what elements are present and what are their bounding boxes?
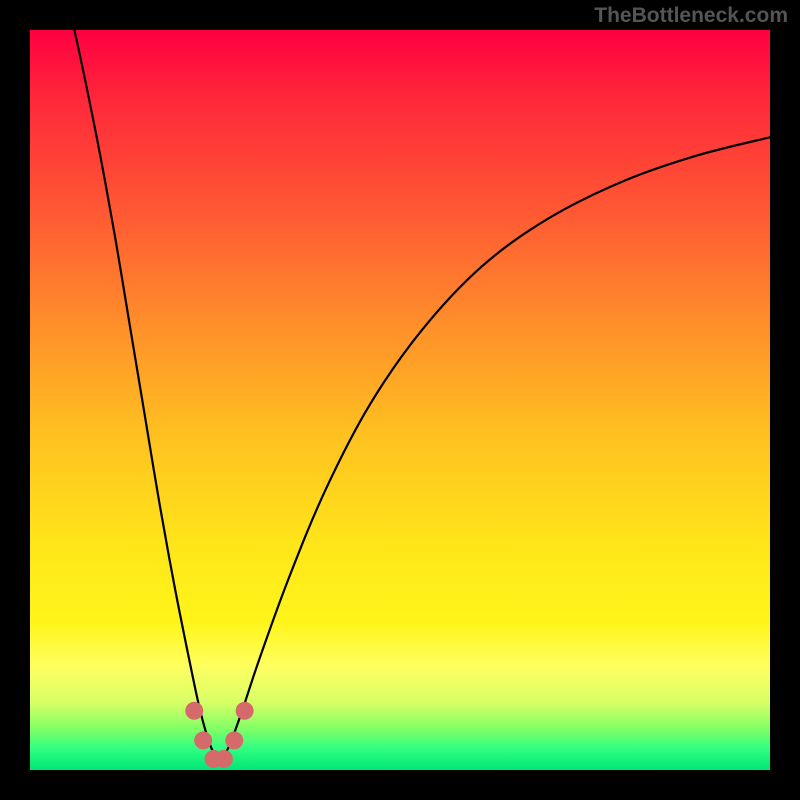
minimum-marker [225, 731, 243, 749]
minimum-marker [185, 702, 203, 720]
bottleneck-chart [0, 0, 800, 800]
minimum-marker [194, 731, 212, 749]
watermark-text: TheBottleneck.com [594, 4, 788, 28]
minimum-marker [215, 750, 233, 768]
chart-frame: TheBottleneck.com [0, 0, 800, 800]
minimum-marker [236, 702, 254, 720]
plot-background [30, 30, 770, 770]
